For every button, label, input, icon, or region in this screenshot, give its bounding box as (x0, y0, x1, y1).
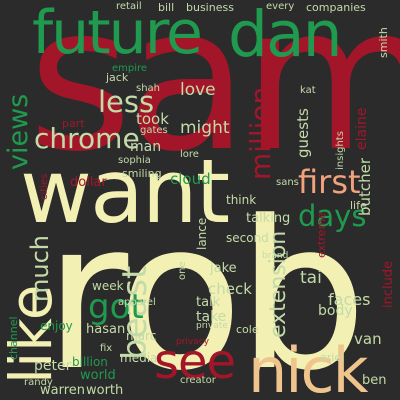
word-insights: insights (335, 131, 346, 170)
word-part: part (62, 117, 85, 130)
word-extreme: extreme (315, 212, 328, 258)
word-dan: dan (228, 0, 343, 71)
word-marc: marc (126, 329, 157, 343)
word-extension: extension (266, 230, 291, 338)
word-nick: nick (248, 334, 369, 400)
word-every: every (266, 1, 295, 12)
word-privacy: privacy (176, 337, 210, 347)
word-check: check (208, 280, 252, 298)
word-brand: brand (262, 251, 289, 261)
word-see: see (154, 334, 236, 390)
word-private: private (196, 321, 228, 331)
word-shah: shah (136, 83, 161, 94)
word-talk: talk (196, 295, 221, 310)
word-week: week (92, 279, 124, 293)
word-love: love (180, 80, 216, 100)
word-worth: worth (86, 383, 124, 398)
word-smiling: smiling (122, 167, 162, 180)
word-enjoy: enjoy (40, 319, 73, 333)
word-days: days (298, 199, 367, 233)
word-cities: cities (39, 173, 50, 200)
word-channel: channel (7, 316, 20, 360)
word-randy: randy (24, 377, 53, 388)
word-less: less (98, 85, 155, 119)
word-talking: talking (246, 211, 291, 226)
word-lore: lore (180, 149, 199, 160)
word-sophia: sophia (118, 155, 151, 166)
word-think: think (226, 193, 257, 207)
word-lance: lance (195, 217, 209, 250)
word-chrome: chrome (34, 122, 140, 155)
word-apparel: apparel (118, 297, 156, 308)
word-gates: gates (140, 125, 168, 136)
word-hasan: hasan (86, 322, 126, 337)
word-one: one (177, 261, 188, 280)
word-dollar: dollar (70, 175, 107, 190)
word-sam: sam (28, 0, 400, 196)
word-bill: bill (158, 1, 175, 14)
word-jack: jack (106, 71, 129, 84)
word-companies: companies (306, 1, 366, 14)
word-second: second (226, 231, 269, 245)
word-take: take (196, 309, 227, 325)
word-body: body (318, 303, 353, 319)
word-got: got (88, 287, 144, 327)
word-life: life (350, 199, 367, 212)
word-first: first (298, 163, 361, 201)
word-might: might (180, 118, 230, 138)
word-warren: warren (40, 383, 86, 398)
word-include: include (381, 260, 396, 308)
word-creator: creator (180, 375, 216, 386)
word-million: million (244, 86, 277, 180)
word-jake: jake (210, 261, 237, 276)
word-retail: retail (116, 1, 142, 12)
word-empire: empire (112, 63, 148, 74)
word-views: views (3, 93, 34, 170)
word-cole: cole (236, 323, 259, 336)
word-world: world (80, 368, 116, 383)
word-rob: rob (44, 178, 367, 400)
word-business: business (186, 1, 234, 14)
word-smith: smith (377, 27, 390, 58)
word-tai: tai (300, 268, 322, 288)
word-cloud: cloud (170, 170, 211, 188)
word-want: want (20, 140, 230, 243)
word-faces: faces (328, 290, 371, 309)
word-elaine: elaine (354, 107, 370, 150)
word-kat: kat (300, 85, 316, 96)
word-sans: sans (276, 177, 299, 188)
word-took: took (136, 110, 169, 128)
word-ariel: ariel (320, 351, 345, 364)
word-van: van (354, 330, 382, 348)
word-man: man (130, 139, 162, 155)
word-media: media (120, 351, 158, 365)
word-future: future (32, 0, 203, 68)
word-much: much (26, 235, 54, 302)
word-billion: billion (72, 355, 108, 369)
word-fix: fix (100, 343, 113, 354)
word-ben: ben (362, 373, 387, 388)
word-guests: guests (294, 108, 312, 158)
word-peter: peter (34, 358, 72, 374)
